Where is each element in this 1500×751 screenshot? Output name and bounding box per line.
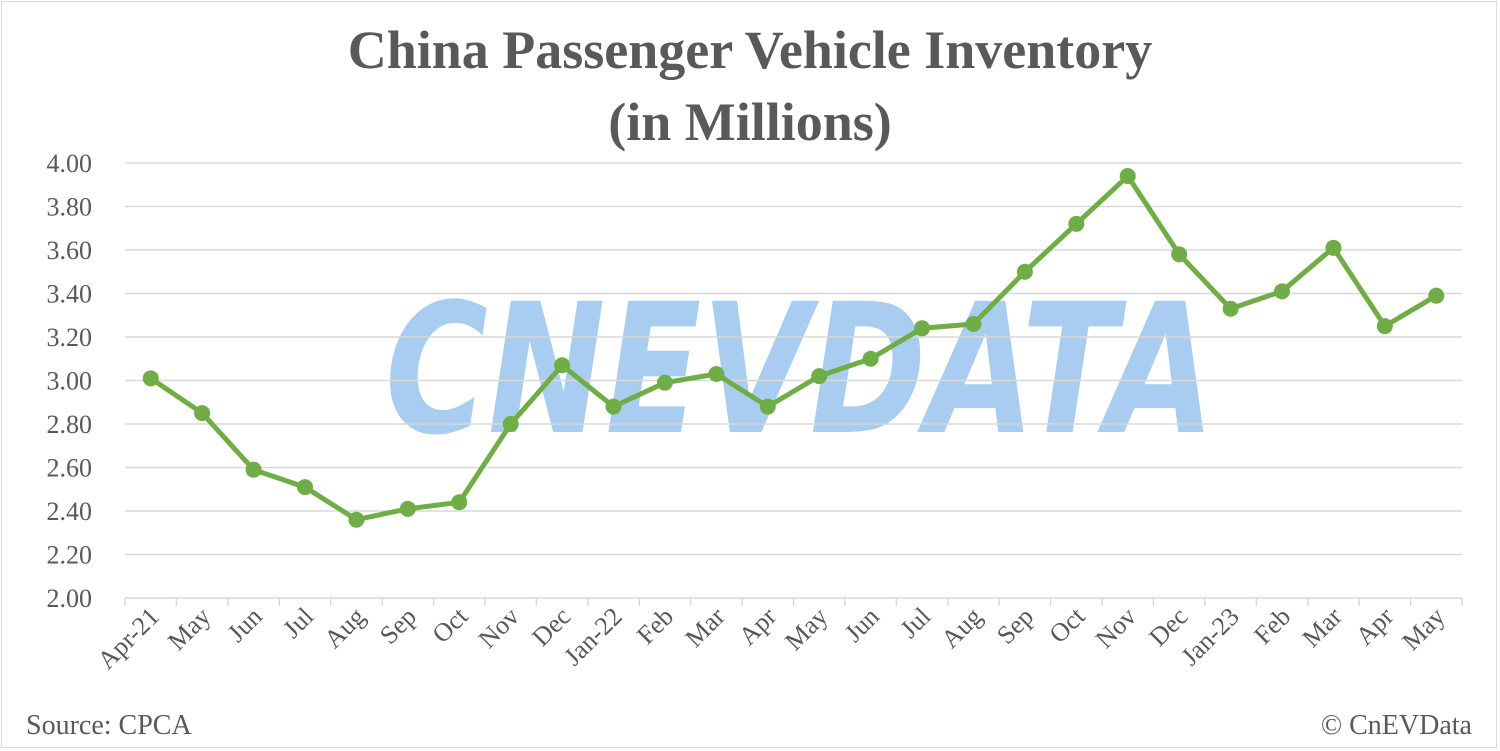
x-tick-label: Apr — [1350, 601, 1399, 650]
chart-subtitle: (in Millions) — [608, 92, 892, 152]
data-point — [399, 500, 416, 517]
data-point — [862, 350, 879, 367]
y-tick-label: 2.00 — [47, 584, 93, 613]
data-point — [605, 398, 622, 415]
y-tick-label: 3.20 — [47, 323, 93, 352]
data-point — [142, 370, 159, 387]
data-point — [1222, 300, 1239, 317]
x-tick-label: Apr-21 — [92, 602, 165, 675]
x-tick-label: Nov — [473, 602, 525, 654]
data-point — [245, 461, 262, 478]
x-tick-label: Mar — [679, 602, 730, 653]
x-tick-label: Aug — [936, 602, 988, 654]
x-tick-label: Apr — [733, 601, 782, 650]
data-point — [656, 374, 673, 391]
data-point — [708, 365, 725, 382]
data-point — [296, 479, 313, 496]
x-tick-label: Oct — [426, 601, 474, 649]
data-point — [194, 405, 211, 422]
x-tick-label: Sep — [374, 602, 422, 650]
y-tick-label: 2.20 — [47, 541, 93, 570]
y-tick-label: 2.40 — [47, 497, 93, 526]
source-note: Source: CPCA — [26, 710, 192, 741]
data-point — [348, 511, 365, 528]
y-tick-label: 2.80 — [47, 410, 93, 439]
x-tick-label: Feb — [1248, 602, 1296, 650]
series-line — [148, 173, 1439, 523]
data-point — [811, 368, 828, 385]
y-tick-label: 3.60 — [47, 236, 93, 265]
x-tick-label: Feb — [631, 602, 679, 650]
y-tick-label: 3.80 — [47, 193, 93, 222]
x-tick-label: May — [1396, 602, 1450, 656]
x-tick-label: Nov — [1090, 602, 1142, 654]
x-tick-label: Jun — [222, 602, 268, 648]
y-tick-label: 3.00 — [47, 367, 93, 396]
x-tick-label: Mar — [1297, 602, 1348, 653]
data-point — [451, 494, 468, 511]
data-point — [1171, 246, 1188, 263]
y-tick-label: 3.40 — [47, 280, 93, 309]
x-tick-label: Jun — [839, 602, 885, 648]
data-point — [914, 320, 931, 337]
y-tick-label: 2.60 — [47, 454, 93, 483]
data-point — [502, 416, 519, 432]
x-tick-label: Jan-22 — [558, 602, 628, 672]
data-point — [1325, 239, 1342, 256]
y-tick-label: 4.00 — [47, 149, 93, 178]
x-tick-label: Oct — [1044, 601, 1092, 649]
x-tick-label: May — [779, 602, 833, 656]
data-point — [1428, 287, 1445, 304]
x-tick-label: Jul — [894, 602, 936, 644]
data-point — [554, 357, 571, 374]
chart-title: China Passenger Vehicle Inventory — [347, 20, 1153, 80]
data-point — [1016, 263, 1033, 280]
copyright-note: © CnEVData — [1320, 710, 1472, 741]
x-tick-label: May — [162, 602, 216, 656]
data-point — [1068, 215, 1085, 232]
data-point — [1274, 283, 1291, 300]
x-tick-label: Jul — [277, 602, 319, 644]
data-point — [759, 398, 776, 415]
data-point — [1119, 168, 1136, 185]
watermark: CNEVDATA — [385, 266, 1215, 475]
x-tick-label: Sep — [991, 602, 1039, 650]
data-point — [1376, 318, 1393, 335]
data-point — [965, 315, 982, 332]
x-tick-label: Aug — [318, 602, 370, 654]
x-tick-label: Jan-23 — [1175, 602, 1245, 672]
